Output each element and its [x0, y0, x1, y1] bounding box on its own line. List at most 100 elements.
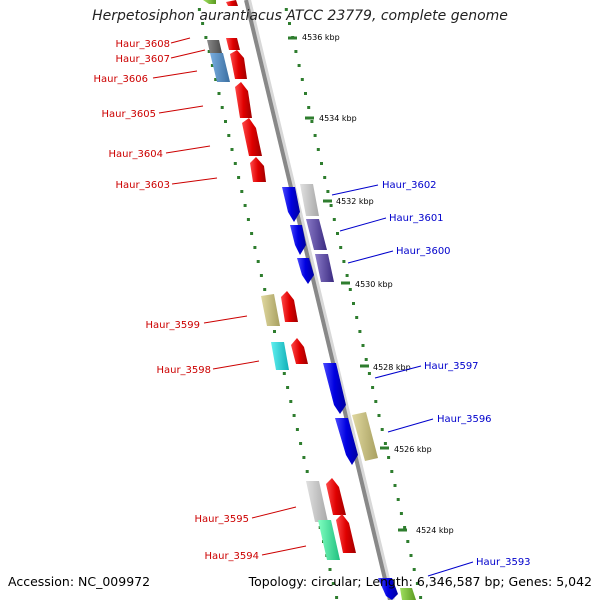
tick-dot — [320, 162, 323, 165]
leader-line — [251, 506, 297, 519]
tick-dot — [289, 400, 293, 403]
tick-dot — [250, 232, 254, 235]
leader-line — [427, 561, 474, 577]
gene-label: Haur_3604 — [108, 149, 163, 160]
leader-line — [170, 49, 206, 59]
gene-label: Haur_3605 — [101, 109, 156, 120]
map-title: Herpetosiphon aurantiacus ATCC 23779, co… — [92, 8, 508, 24]
tick-dot — [233, 162, 237, 165]
tick-dot — [284, 8, 288, 11]
tick-dot — [207, 50, 211, 53]
tick-dot — [331, 582, 335, 585]
gene-label: Haur_3595 — [194, 514, 249, 525]
tick-dot — [282, 372, 286, 375]
tick-dot — [307, 106, 311, 109]
gene-arrow — [306, 219, 327, 250]
tick-label: 4536 kbp — [302, 33, 340, 42]
tick-dot — [201, 22, 205, 25]
tick-dot — [367, 372, 371, 375]
tick-dot — [371, 386, 375, 389]
tick-dot — [399, 512, 403, 515]
tick-dot — [295, 428, 299, 431]
gene-arrow — [318, 520, 340, 560]
tick-dot — [263, 288, 267, 291]
leader-line — [170, 37, 191, 44]
tick-dot — [224, 120, 227, 123]
leader-line — [158, 105, 204, 114]
tick-dot — [342, 260, 346, 263]
tick-dot — [299, 442, 303, 445]
tick-dot — [227, 134, 231, 137]
tick-dot — [364, 358, 368, 361]
leader-line — [331, 184, 379, 196]
forward-gene-labels: Haur_3602 Haur_3601 Haur_3600 Haur_3597 … — [382, 180, 531, 568]
gene-arrow — [207, 40, 222, 53]
tick-label: 4530 kbp — [355, 280, 393, 289]
gene-label: Haur_3602 — [382, 180, 437, 191]
tick-dot — [286, 386, 290, 389]
tick-dot — [345, 274, 349, 277]
tick-dot — [313, 134, 317, 137]
gene-label: Haur_3607 — [115, 54, 170, 65]
gene-arrow — [230, 50, 247, 79]
tick-label: 4534 kbp — [319, 114, 357, 123]
tick-dot — [415, 582, 419, 585]
gene-arrow — [297, 258, 314, 284]
gene-arrow — [226, 38, 240, 50]
gene-label: Haur_3593 — [476, 557, 531, 568]
tick-dot — [393, 484, 397, 487]
leader-line — [387, 418, 434, 433]
tick-label: 4528 kbp — [373, 363, 411, 372]
tick-dot — [377, 414, 381, 417]
tick-dot — [204, 36, 208, 39]
gene-arrow — [306, 481, 328, 522]
gene-arrow — [282, 187, 300, 222]
forward-strand-genes — [282, 184, 416, 600]
gene-arrow — [261, 294, 280, 326]
tick-label: 4532 kbp — [336, 197, 374, 206]
tick-dot — [246, 218, 250, 221]
tick-dot — [323, 176, 327, 179]
reverse-gene-labels: Haur_3608 Haur_3607 Haur_3606 Haur_3605 … — [93, 39, 259, 562]
gene-arrow — [378, 578, 398, 600]
tick-dot — [335, 596, 339, 599]
gene-arrow — [335, 418, 358, 465]
tick-dot — [412, 568, 416, 571]
tick-dot — [329, 204, 333, 207]
gene-arrow — [336, 514, 356, 553]
gene-arrow — [291, 338, 308, 364]
tick-dot — [406, 540, 410, 543]
tick-dot — [302, 456, 306, 459]
tick-dot — [210, 64, 214, 67]
backbone — [244, 0, 392, 600]
gene-arrow — [226, 0, 238, 6]
gene-label: Haur_3606 — [93, 74, 148, 85]
leader-line — [212, 360, 260, 370]
tick-dot — [259, 274, 263, 277]
tick-dot — [336, 232, 339, 235]
tick-dot — [352, 302, 355, 305]
tick-dot — [332, 218, 336, 221]
gene-arrow — [326, 478, 346, 515]
tick-dot — [348, 288, 352, 291]
tick-dot — [237, 176, 241, 179]
gene-label: Haur_3598 — [156, 365, 211, 376]
tick-dot — [383, 442, 387, 445]
leader-line — [261, 545, 307, 556]
leader-line — [171, 177, 218, 185]
tick-dot — [305, 470, 309, 473]
leader-line — [152, 70, 198, 79]
tick-dot — [419, 596, 423, 599]
tick-dot — [294, 50, 298, 53]
tick-dot — [230, 148, 234, 151]
tick-dot — [380, 428, 384, 431]
tick-dot — [409, 554, 413, 557]
reverse-strand-genes — [203, 0, 356, 560]
tick-dot — [256, 260, 260, 263]
tick-dot — [387, 456, 391, 459]
gene-arrow — [315, 254, 334, 282]
tick-dot — [361, 344, 365, 347]
tick-label: 4524 kbp — [416, 526, 454, 535]
tick-dot — [220, 106, 224, 109]
